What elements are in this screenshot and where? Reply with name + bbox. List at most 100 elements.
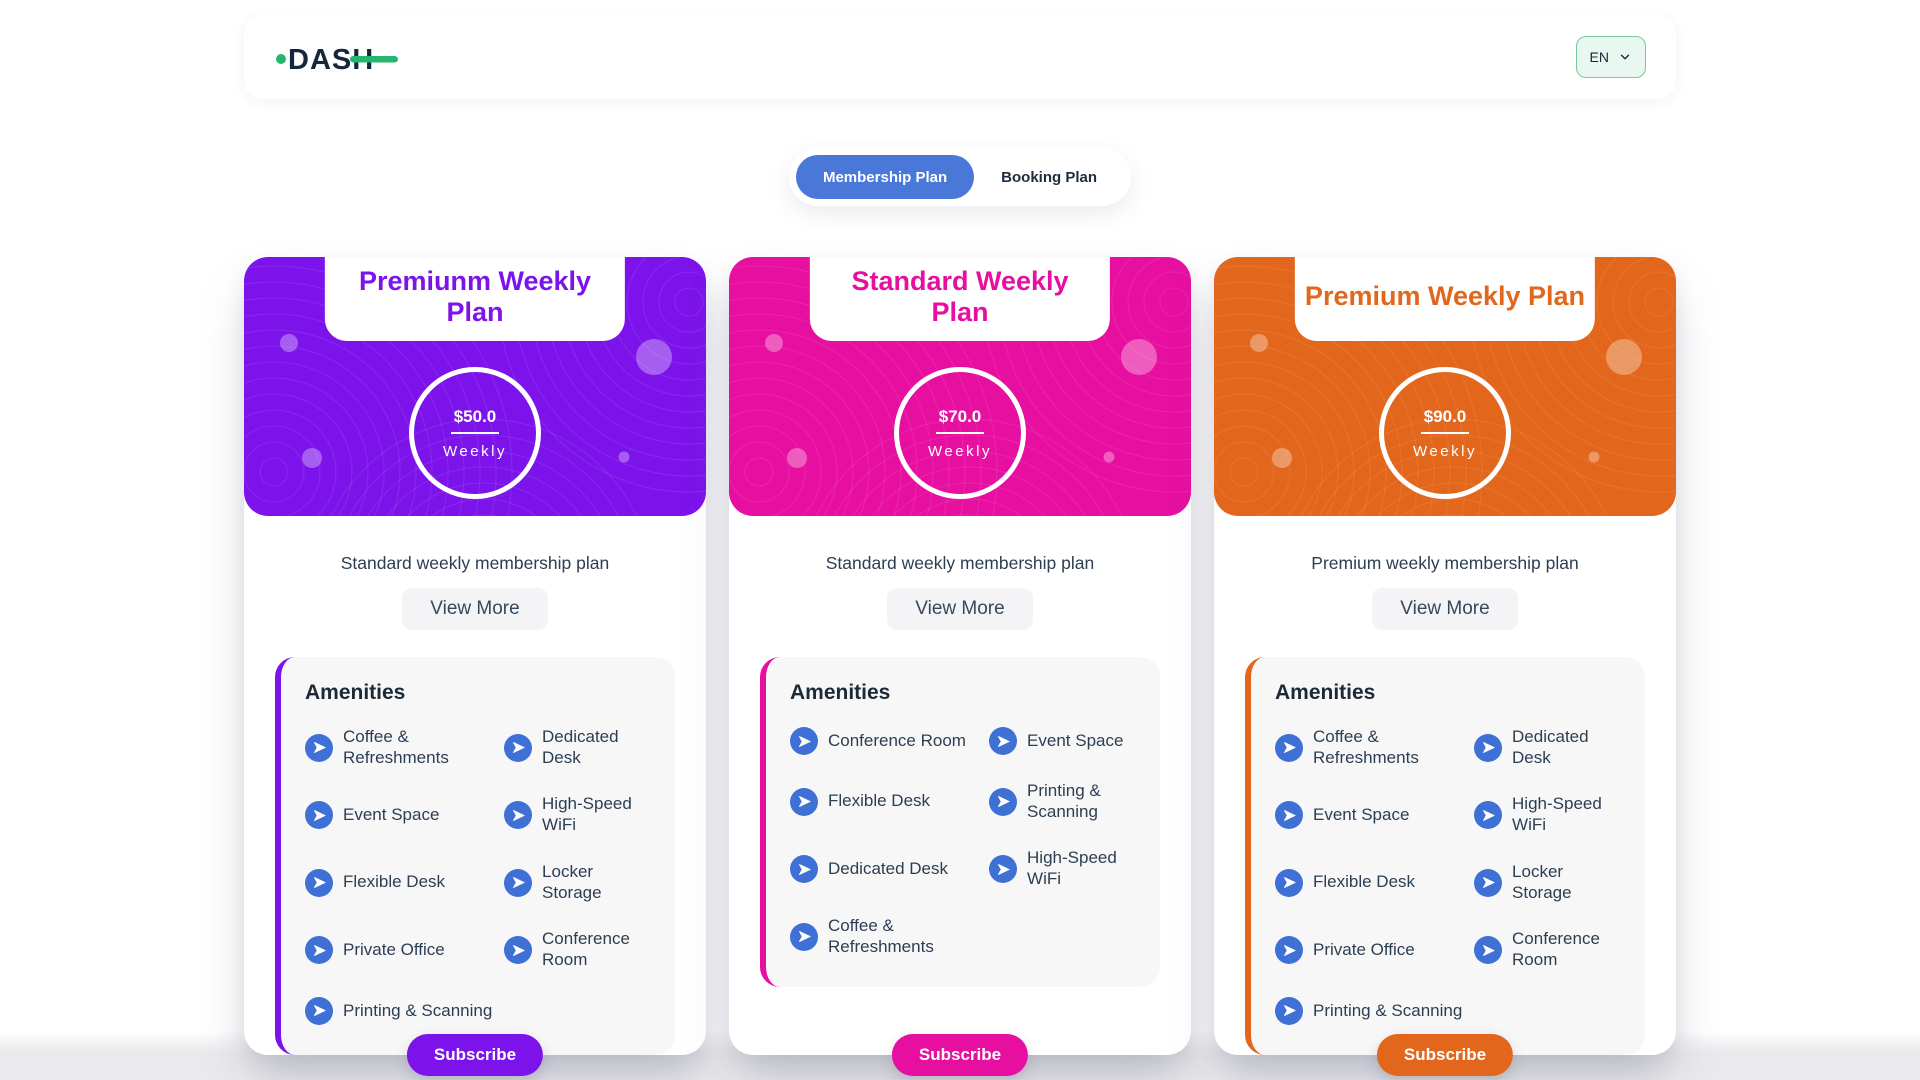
amenity-item: Event Space — [305, 801, 496, 830]
plan-title: Standard Weekly Plan — [851, 265, 1069, 327]
subscribe-button[interactable]: Subscribe — [891, 1033, 1029, 1076]
amenity-item: Coffee & Refreshments — [790, 916, 981, 957]
arrow-right-icon — [1474, 733, 1503, 762]
amenity-item: High-Speed WiFi — [989, 848, 1136, 889]
amenities-grid: Coffee & Refreshments Dedicated Desk Eve… — [1275, 727, 1621, 1025]
arrow-right-icon — [504, 936, 533, 965]
amenity-item: High-Speed WiFi — [504, 794, 651, 835]
amenities-title: Amenities — [305, 681, 406, 704]
plan-toggle-wrap: Membership Plan Booking Plan — [244, 148, 1676, 206]
amenity-item: Dedicated Desk — [1474, 727, 1621, 768]
arrow-right-icon — [305, 996, 333, 1025]
amenity-item: Dedicated Desk — [504, 727, 651, 768]
view-more-button[interactable]: View More — [1372, 588, 1518, 630]
arrow-right-icon — [989, 787, 1018, 816]
amenity-item: Private Office — [1275, 936, 1466, 965]
subscribe-button[interactable]: Subscribe — [406, 1033, 544, 1076]
arrow-right-icon — [1275, 936, 1303, 965]
language-selector[interactable]: EN — [1575, 36, 1646, 78]
dash-logo[interactable]: DASH — [274, 39, 402, 75]
tab-booking-plan[interactable]: Booking Plan — [974, 155, 1124, 199]
tab-membership-plan[interactable]: Membership Plan — [795, 155, 975, 199]
price-circle: $70.0 Weekly — [894, 367, 1026, 499]
amenity-label: Event Space — [1313, 804, 1410, 824]
amenity-item: Locker Storage — [1474, 862, 1621, 903]
arrow-right-icon — [1275, 733, 1303, 762]
plan-price: $50.0 — [450, 407, 500, 434]
amenity-label: Coffee & Refreshments — [828, 915, 934, 956]
plan-description: Standard weekly membership plan — [825, 553, 1095, 573]
amenities-grid: Coffee & Refreshments Dedicated Desk Eve… — [305, 727, 651, 1025]
amenity-label: Printing & Scanning — [343, 1000, 493, 1020]
arrow-right-icon — [790, 922, 818, 951]
amenities-box: Amenities Coffee & Refreshments Dedicate… — [1245, 657, 1645, 1055]
amenity-item: Dedicated Desk — [790, 855, 981, 884]
chevron-down-icon — [1620, 54, 1630, 60]
plan-period: Weekly — [928, 442, 992, 460]
amenity-item: Flexible Desk — [305, 868, 496, 897]
amenity-item: Conference Room — [504, 929, 651, 970]
amenity-label: Printing & Scanning — [1313, 1000, 1463, 1020]
arrow-right-icon — [1474, 868, 1503, 897]
view-more-button[interactable]: View More — [402, 588, 548, 630]
amenities-title: Amenities — [790, 681, 891, 704]
amenity-label: Flexible Desk — [828, 791, 931, 811]
amenity-label: Locker Storage — [1512, 861, 1572, 902]
amenities-grid: Conference Room Event Space Flexible Des… — [790, 727, 1136, 957]
arrow-right-icon — [790, 727, 818, 755]
arrow-right-icon — [1474, 801, 1503, 830]
dash-logo-icon: DASH — [276, 44, 398, 75]
amenity-label: Flexible Desk — [343, 872, 446, 892]
amenity-label: Conference Room — [1512, 929, 1600, 970]
amenity-item: Printing & Scanning — [1275, 996, 1466, 1025]
amenity-item: Private Office — [305, 936, 496, 965]
amenity-label: High-Speed WiFi — [542, 794, 632, 835]
plan-price: $90.0 — [1420, 407, 1470, 434]
amenity-label: Locker Storage — [542, 861, 602, 902]
amenities-box: Amenities Conference Room Event Space Fl… — [760, 657, 1160, 988]
arrow-right-icon — [1474, 936, 1503, 965]
arrow-right-icon — [504, 733, 533, 762]
amenity-item: High-Speed WiFi — [1474, 794, 1621, 835]
amenity-item: Event Space — [1275, 801, 1466, 830]
amenity-item: Printing & Scanning — [305, 996, 496, 1025]
amenity-label: High-Speed WiFi — [1027, 848, 1117, 889]
amenity-item: Coffee & Refreshments — [305, 727, 496, 768]
subscribe-button[interactable]: Subscribe — [1376, 1033, 1514, 1076]
amenities-title: Amenities — [1275, 681, 1376, 704]
plan-card-premium-weekly: Premium Weekly Plan $90.0 Weekly Premium… — [1214, 257, 1676, 1076]
plan-toggle: Membership Plan Booking Plan — [788, 148, 1132, 206]
amenities-box: Amenities Coffee & Refreshments Dedicate… — [275, 657, 675, 1055]
amenity-item: Conference Room — [1474, 929, 1621, 970]
plan-description: Premium weekly membership plan — [1311, 553, 1579, 573]
plan-header: Standard Weekly Plan $70.0 Weekly — [729, 257, 1191, 516]
plan-title-box: Premiunm Weekly Plan — [324, 257, 626, 341]
price-circle: $50.0 Weekly — [409, 367, 541, 499]
amenity-item: Coffee & Refreshments — [1275, 727, 1466, 768]
amenity-label: Event Space — [343, 804, 440, 824]
amenity-label: Dedicated Desk — [1512, 727, 1589, 767]
plan-header: Premium Weekly Plan $90.0 Weekly — [1214, 257, 1676, 516]
arrow-right-icon — [790, 855, 818, 884]
plan-title: Premiunm Weekly Plan — [358, 265, 592, 327]
arrow-right-icon — [504, 868, 533, 897]
arrow-right-icon — [1275, 868, 1303, 897]
plan-cards-row: Premiunm Weekly Plan $50.0 Weekly Standa… — [244, 257, 1676, 1076]
arrow-right-icon — [1275, 996, 1303, 1025]
arrow-right-icon — [1275, 801, 1303, 830]
amenity-item: Locker Storage — [504, 862, 651, 903]
arrow-right-icon — [305, 801, 333, 830]
amenity-item: Printing & Scanning — [989, 781, 1136, 822]
amenity-label: Conference Room — [828, 730, 966, 750]
arrow-right-icon — [790, 787, 818, 816]
view-more-button[interactable]: View More — [887, 588, 1033, 630]
plan-title: Premium Weekly Plan — [1304, 281, 1586, 312]
amenity-label: Coffee & Refreshments — [1313, 727, 1419, 767]
amenity-item: Flexible Desk — [790, 787, 981, 816]
plan-price: $70.0 — [935, 407, 985, 434]
amenity-label: High-Speed WiFi — [1512, 794, 1602, 835]
amenity-item: Conference Room — [790, 727, 981, 755]
language-selected-label: EN — [1589, 49, 1609, 65]
arrow-right-icon — [305, 733, 333, 762]
amenity-label: Coffee & Refreshments — [343, 727, 449, 767]
